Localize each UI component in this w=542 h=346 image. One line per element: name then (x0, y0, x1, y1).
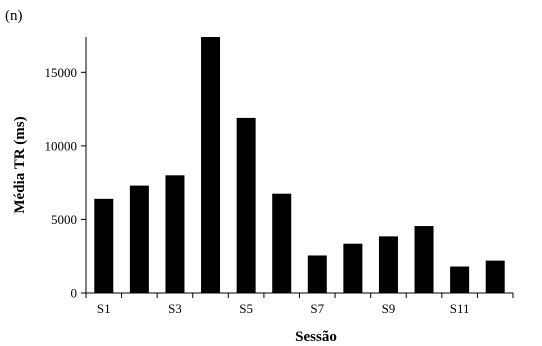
bars-group (94, 37, 505, 293)
bar-S12 (485, 260, 505, 293)
bar-S4 (201, 37, 221, 293)
x-tick-label: S1 (97, 301, 111, 316)
bar-S11 (450, 266, 470, 293)
x-axis-title: Sessão (295, 329, 337, 345)
bar-S10 (414, 226, 434, 293)
bar-S8 (343, 243, 363, 293)
bar-S3 (165, 175, 185, 293)
y-tick-label: 10000 (45, 138, 78, 153)
x-tick-label: S7 (310, 301, 324, 316)
x-tick-label: S9 (382, 301, 396, 316)
bar-S5 (236, 117, 256, 293)
x-axis: S1 S3 S5 S7 S9 S11 (85, 292, 514, 316)
x-tick-label: S11 (450, 301, 470, 316)
bar-S7 (307, 255, 327, 293)
bar-S6 (272, 193, 292, 293)
y-tick-label: 15000 (45, 65, 78, 80)
y-axis-title: Média TR (ms) (12, 116, 28, 213)
x-tick-label: S5 (239, 301, 253, 316)
bar-S9 (378, 236, 398, 293)
bar-S1 (94, 198, 114, 293)
bar-S2 (129, 185, 149, 293)
y-axis: 0 5000 10000 15000 (45, 37, 87, 301)
y-tick-label: 5000 (51, 212, 77, 227)
panel-label: (n) (5, 8, 23, 24)
x-tick-label: S3 (168, 301, 182, 316)
y-tick-label: 0 (71, 286, 78, 301)
